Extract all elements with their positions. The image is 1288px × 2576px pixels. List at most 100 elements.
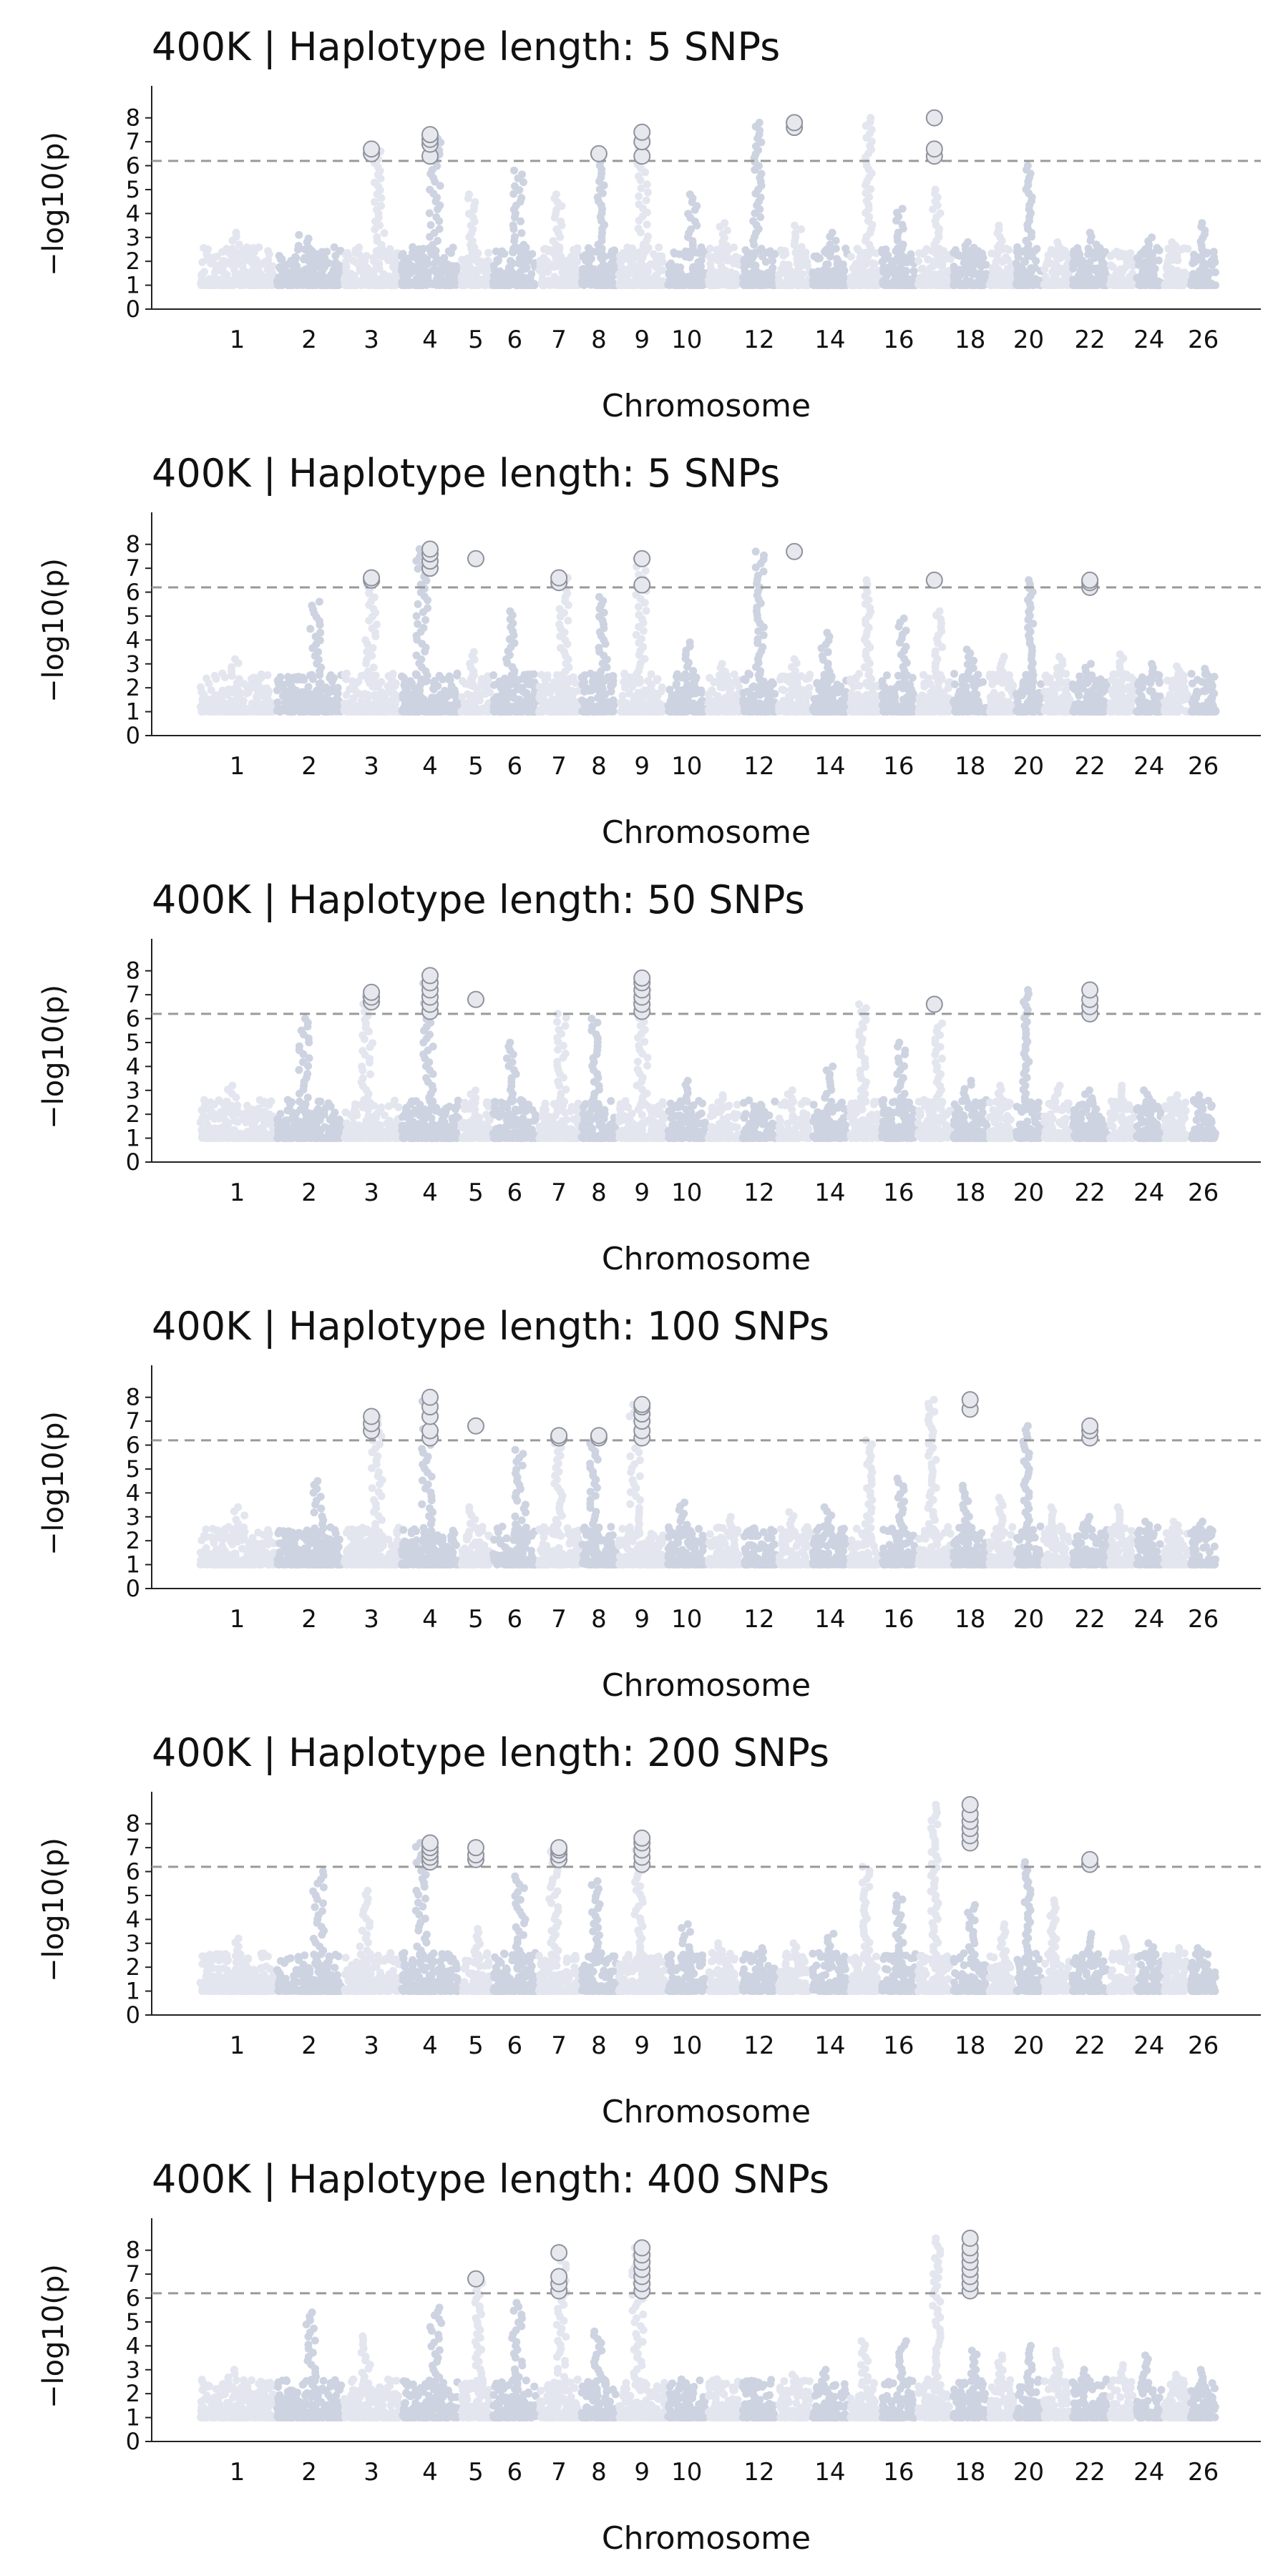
snp-point (462, 280, 471, 289)
snp-point (936, 209, 945, 218)
snp-point (811, 274, 820, 283)
snp-point (1163, 279, 1172, 288)
significant-snp-point (590, 145, 608, 162)
snp-point (353, 678, 361, 687)
snp-point (492, 277, 501, 286)
snp-point (384, 682, 392, 691)
snp-point (599, 260, 608, 269)
snp-point (1148, 233, 1156, 242)
snp-point (489, 262, 498, 270)
snp-point (783, 278, 791, 287)
snp-point (976, 279, 985, 288)
snp-point (870, 260, 879, 268)
snp-point (605, 281, 613, 289)
snp-point (295, 674, 303, 682)
snp-point (1078, 256, 1087, 265)
snp-point (391, 695, 399, 703)
snp-point (315, 597, 323, 606)
snp-point (730, 243, 738, 252)
snp-point (426, 185, 434, 194)
snp-point (471, 198, 479, 206)
snp-point (419, 276, 427, 285)
snp-point (412, 651, 421, 660)
snp-point (1182, 270, 1191, 278)
snp-point (237, 689, 245, 698)
snp-point (309, 280, 318, 288)
snp-point (921, 247, 930, 255)
snp-point (615, 270, 623, 278)
snp-point (768, 253, 776, 260)
snp-point (791, 221, 799, 230)
snp-point (304, 234, 313, 243)
snp-point (294, 242, 303, 250)
snp-point (636, 271, 645, 280)
snp-point (1084, 244, 1093, 253)
snp-point (474, 689, 483, 698)
snp-point (247, 675, 255, 683)
snp-point (318, 250, 327, 258)
snp-point (207, 259, 215, 268)
snp-point (380, 229, 389, 238)
snp-point (373, 233, 381, 241)
snp-point (321, 697, 330, 706)
snp-point (1184, 245, 1192, 253)
y-tick-label: 1 (126, 698, 140, 726)
snp-point (1070, 252, 1078, 260)
snp-point (323, 281, 332, 290)
snp-point (1210, 253, 1219, 262)
snp-point (343, 249, 351, 257)
snp-point (218, 669, 227, 678)
snp-point (548, 695, 557, 703)
snp-point (299, 280, 308, 289)
snp-point (435, 225, 444, 233)
snp-point (335, 261, 343, 270)
significant-snp-point (633, 123, 651, 141)
snp-point (391, 258, 399, 266)
snp-point (328, 677, 336, 686)
x-tick-label: 9 (634, 326, 650, 354)
snp-point (461, 264, 469, 273)
snp-point (316, 628, 325, 637)
snp-point (634, 172, 643, 180)
snp-point (744, 277, 752, 286)
snp-point (356, 251, 364, 260)
x-tick-label: 6 (507, 326, 522, 354)
snp-point (238, 262, 247, 270)
snp-point (1195, 268, 1204, 277)
snp-point (287, 706, 296, 715)
snp-point (870, 278, 879, 286)
snp-point (361, 636, 370, 645)
snp-point (406, 705, 415, 713)
snp-point (616, 258, 625, 266)
y-tick-label: 5 (126, 176, 140, 203)
snp-point (648, 280, 656, 289)
snp-point (276, 683, 285, 691)
snp-point (432, 213, 441, 221)
snp-point (571, 679, 580, 687)
y-tick-label: 0 (126, 722, 140, 749)
snp-point (779, 260, 788, 268)
snp-point (579, 265, 587, 273)
snp-point (474, 280, 483, 289)
snp-point (313, 273, 321, 282)
snp-points (196, 545, 1220, 716)
snp-point (341, 706, 349, 715)
snp-point (898, 205, 907, 213)
snp-point (834, 263, 843, 272)
snp-point (412, 612, 421, 620)
snp-point (316, 679, 325, 687)
snp-point (550, 273, 559, 281)
snp-point (536, 695, 545, 703)
snp-point (414, 620, 422, 628)
snp-point (711, 280, 720, 289)
snp-point (386, 278, 394, 286)
x-tick-label: 5 (468, 326, 484, 354)
x-tick-label: 14 (814, 326, 845, 354)
snp-point (914, 257, 922, 265)
snp-point (295, 230, 303, 239)
snp-point (235, 675, 243, 683)
snp-point (828, 228, 836, 237)
snp-point (749, 217, 758, 225)
snp-point (510, 182, 519, 190)
